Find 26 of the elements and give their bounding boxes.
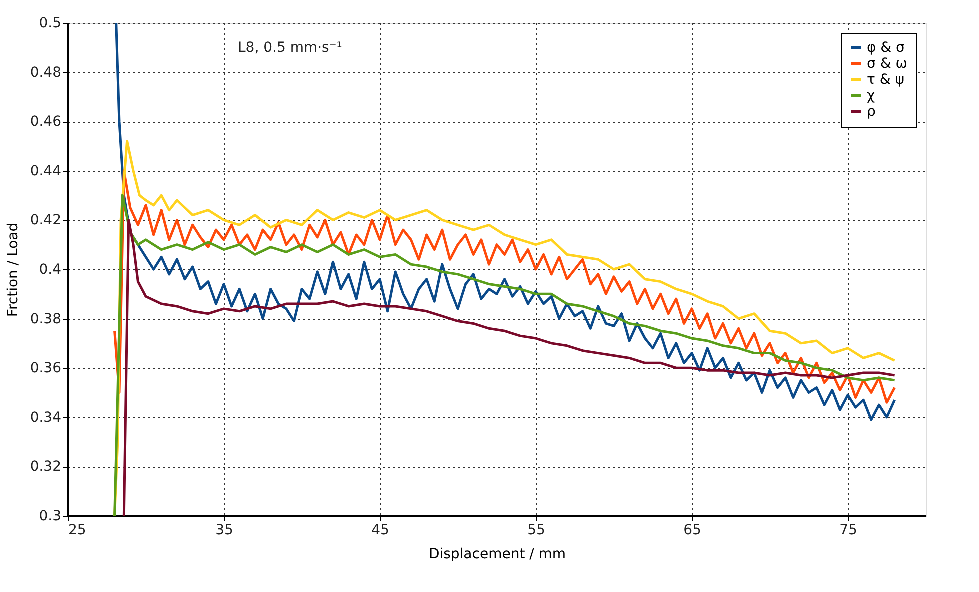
y-tick-label: 0.36 <box>30 360 62 377</box>
y-tick-label: 0.38 <box>30 311 62 328</box>
x-tick-label: 55 <box>528 522 546 538</box>
legend-label: ρ <box>867 104 876 120</box>
y-tick-label: 0.42 <box>30 212 62 229</box>
y-tick-label: 0.5 <box>39 16 62 32</box>
legend-label: φ & σ <box>867 40 906 56</box>
y-tick-label: 0.48 <box>30 64 62 81</box>
y-tick-label: 0.32 <box>30 459 62 476</box>
x-tick-label: 35 <box>216 522 234 538</box>
y-tick-label: 0.34 <box>30 410 62 426</box>
legend-label: χ <box>867 88 876 104</box>
x-tick-label: 75 <box>840 522 858 538</box>
y-tick-label: 0.3 <box>39 508 62 524</box>
y-tick-label: 0.4 <box>39 262 62 278</box>
x-tick-label: 65 <box>684 522 702 538</box>
y-tick-label: 0.44 <box>30 163 62 180</box>
x-tick-label: 45 <box>372 522 390 538</box>
x-tick-label: 25 <box>68 522 86 538</box>
line-series <box>115 23 896 422</box>
x-axis-title: Displacement / mm <box>428 546 566 562</box>
y-axis-title: Frction / Load <box>5 222 22 318</box>
y-tick-label: 0.46 <box>30 114 62 130</box>
annotation: L8, 0.5 mm·s⁻¹ <box>238 40 342 56</box>
legend-label: σ & ω <box>867 56 908 72</box>
legend-label: τ & ψ <box>867 72 904 88</box>
